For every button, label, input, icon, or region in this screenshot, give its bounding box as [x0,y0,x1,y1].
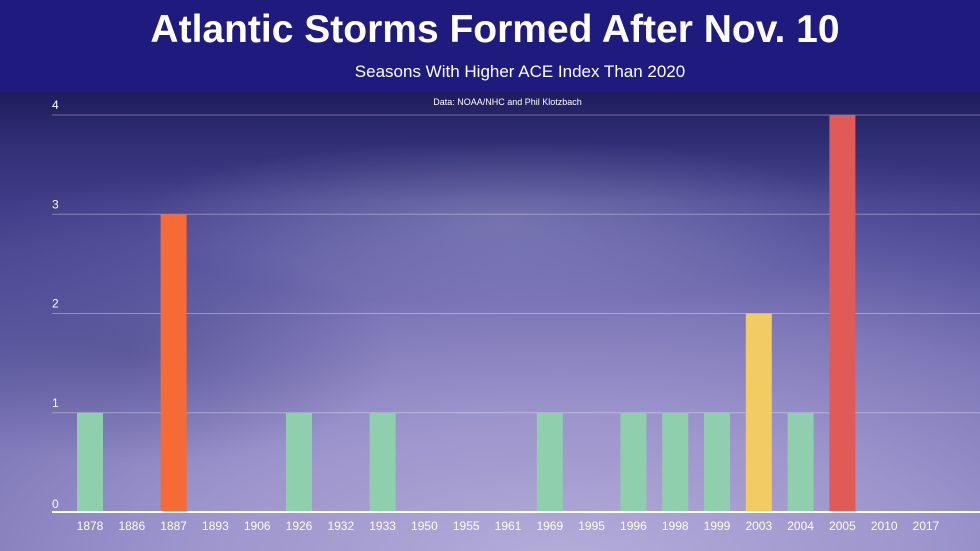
x-tick-label: 1893 [202,519,229,533]
x-tick-label: 1887 [160,519,187,533]
x-tick-label: 1886 [118,519,145,533]
x-tick-label: 1961 [495,519,522,533]
chart-title: Atlantic Storms Formed After Nov. 10 [150,8,840,51]
x-tick-label: 1969 [536,519,563,533]
x-tick-label: 1955 [453,519,480,533]
header-banner: Atlantic Storms Formed After Nov. 10 Sea… [0,0,980,92]
bar [829,115,856,512]
x-tick-label: 1878 [77,519,104,533]
y-tick-label: 1 [52,396,59,410]
bar [536,412,563,512]
data-source-note: Data: NOAA/NHC and Phil Klotzbach [433,97,582,107]
x-tick-label: 2010 [871,519,898,533]
x-tick-label: 1933 [369,519,396,533]
x-tick-label: 2017 [913,519,940,533]
x-tick-label: 1950 [411,519,438,533]
x-tick-label: 2004 [787,519,814,533]
x-tick-label: 1926 [286,519,313,533]
bar [704,412,730,512]
bar [620,412,647,512]
y-tick-label: 3 [52,197,59,211]
x-tick-label: 1906 [244,519,271,533]
x-tick-label: 1995 [578,519,605,533]
x-tick-label: 1999 [704,519,731,533]
x-tick-label: 2003 [745,519,772,533]
bar [160,214,187,512]
x-tick-label: 1998 [662,519,689,533]
bar [787,412,814,512]
y-tick-label: 0 [52,497,59,511]
y-tick-label: 4 [52,98,59,112]
x-tick-label: 1996 [620,519,647,533]
bar [662,412,689,512]
chart-subtitle: Seasons With Higher ACE Index Than 2020 [354,62,686,81]
y-tick-label: 2 [52,297,59,311]
bar [286,412,312,512]
bar [369,412,396,512]
x-tick-label: 2005 [829,519,856,533]
x-tick-label: 1932 [327,519,354,533]
bar [745,313,772,512]
bar [77,412,103,512]
